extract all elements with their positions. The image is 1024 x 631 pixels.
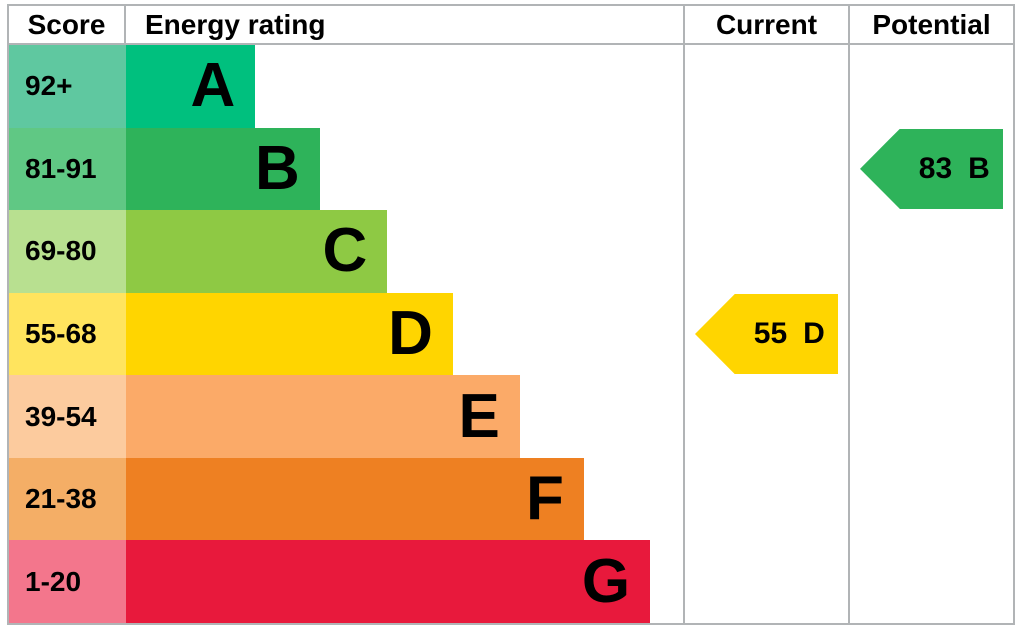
header-current: Current <box>683 6 848 43</box>
rating-cell: F <box>126 457 683 541</box>
rating-cell: G <box>126 540 683 624</box>
rating-letter: A <box>190 51 236 121</box>
rating-letter: F <box>525 464 564 534</box>
current-column-cell <box>683 127 848 211</box>
rating-bar: E <box>126 375 520 458</box>
rating-bar: B <box>126 127 320 211</box>
potential-rating-letter: B <box>968 151 990 185</box>
current-rating-letter: D <box>803 317 825 351</box>
header-row: Score Energy rating Current Potential <box>9 6 1013 45</box>
current-rating-arrow: 55 D <box>695 293 838 375</box>
current-column-cell: 55 D <box>683 292 848 376</box>
rating-letter: B <box>255 133 300 203</box>
band-row: 92+ A <box>9 45 1013 128</box>
potential-column-cell <box>848 210 1013 293</box>
potential-column-cell <box>848 457 1013 541</box>
header-energy-rating: Energy rating <box>145 8 326 40</box>
score-range-label: 21-38 <box>9 457 126 541</box>
rating-cell: C <box>126 210 683 293</box>
potential-column-cell: 83 B <box>848 127 1013 211</box>
current-column-cell <box>683 375 848 458</box>
rating-bar: A <box>126 45 256 128</box>
score-range-label: 92+ <box>9 45 126 128</box>
rating-bar: F <box>126 457 584 541</box>
rating-letter: D <box>388 299 433 369</box>
rating-cell: B <box>126 127 683 211</box>
potential-column-cell <box>848 292 1013 376</box>
potential-column-cell <box>848 45 1013 128</box>
potential-column-cell <box>848 540 1013 624</box>
current-column-cell <box>683 540 848 624</box>
band-row: 69-80 C <box>9 210 1013 293</box>
potential-rating-arrow: 83 B <box>860 128 1003 210</box>
potential-score-value: 83 <box>918 151 953 185</box>
current-column-cell <box>683 210 848 293</box>
band-row: 55-68 D 55 D <box>9 292 1013 376</box>
rating-letter: E <box>458 381 500 451</box>
rating-letter: C <box>322 216 368 286</box>
rating-bar: D <box>126 292 453 376</box>
rating-cell: E <box>126 375 683 458</box>
header-score: Score <box>9 6 126 43</box>
band-row: 39-54 E <box>9 375 1013 458</box>
epc-rating-chart: Score Energy rating Current Potential 92… <box>7 4 1015 625</box>
current-score-value: 55 <box>753 317 788 351</box>
header-potential: Potential <box>848 6 1013 43</box>
rating-cell: A <box>126 45 683 128</box>
score-range-label: 69-80 <box>9 210 126 293</box>
score-range-label: 1-20 <box>9 540 126 624</box>
rating-bar: C <box>126 210 388 293</box>
band-row: 21-38 F <box>9 457 1013 541</box>
score-range-label: 81-91 <box>9 127 126 211</box>
rating-bar: G <box>126 540 651 624</box>
band-rows: 92+ A 81-91 B 83 B 69-80 C 55-68 <box>9 45 1013 624</box>
score-range-label: 39-54 <box>9 375 126 458</box>
potential-column-cell <box>848 375 1013 458</box>
band-row: 1-20 G <box>9 540 1013 624</box>
rating-cell: D <box>126 292 683 376</box>
score-range-label: 55-68 <box>9 292 126 376</box>
band-row: 81-91 B 83 B <box>9 127 1013 211</box>
rating-letter: G <box>581 546 631 616</box>
current-column-cell <box>683 45 848 128</box>
current-column-cell <box>683 457 848 541</box>
